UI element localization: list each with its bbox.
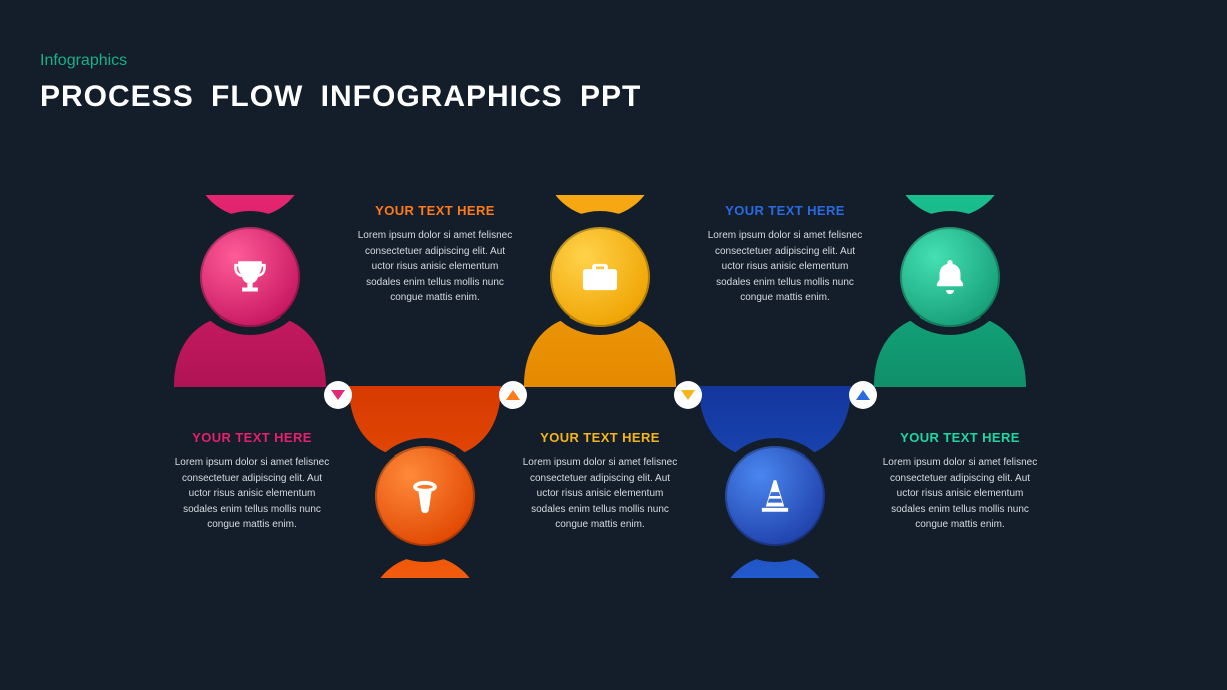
node-body: Lorem ipsum dolor si amet felisnec conse…: [172, 455, 332, 533]
node-body: Lorem ipsum dolor si amet felisnec conse…: [355, 228, 515, 306]
connector-2: [499, 381, 527, 409]
node-text-2: YOUR TEXT HERE Lorem ipsum dolor si amet …: [355, 203, 515, 306]
node-heading: YOUR TEXT HERE: [520, 430, 680, 446]
connector-4: [849, 381, 877, 409]
briefcase-icon: [550, 227, 650, 327]
slide-subtitle: Infographics: [40, 52, 127, 70]
flow-node-1: [150, 195, 350, 395]
flow-node-2: [325, 378, 525, 578]
flow-node-5: [850, 195, 1050, 395]
connector-3: [674, 381, 702, 409]
bell-icon: [900, 227, 1000, 327]
trophy-icon: [200, 227, 300, 327]
node-heading: YOUR TEXT HERE: [880, 430, 1040, 446]
node-body: Lorem ipsum dolor si amet felisnec conse…: [520, 455, 680, 533]
flow-node-3: [500, 195, 700, 395]
node-heading: YOUR TEXT HERE: [705, 203, 865, 219]
node-heading: YOUR TEXT HERE: [172, 430, 332, 446]
node-text-3: YOUR TEXT HERE Lorem ipsum dolor si amet …: [520, 430, 680, 533]
node-text-1: YOUR TEXT HERE Lorem ipsum dolor si amet …: [172, 430, 332, 533]
bucket-icon: [375, 446, 475, 546]
slide-title: PROCESS FLOW INFOGRAPHICS PPT: [40, 80, 641, 114]
connector-1: [324, 381, 352, 409]
node-heading: YOUR TEXT HERE: [355, 203, 515, 219]
flow-node-4: [675, 378, 875, 578]
infographic-canvas: YOUR TEXT HERE Lorem ipsum dolor si amet …: [0, 140, 1227, 660]
cone-icon: [725, 446, 825, 546]
node-body: Lorem ipsum dolor si amet felisnec conse…: [880, 455, 1040, 533]
node-body: Lorem ipsum dolor si amet felisnec conse…: [705, 228, 865, 306]
node-text-5: YOUR TEXT HERE Lorem ipsum dolor si amet …: [880, 430, 1040, 533]
node-text-4: YOUR TEXT HERE Lorem ipsum dolor si amet …: [705, 203, 865, 306]
